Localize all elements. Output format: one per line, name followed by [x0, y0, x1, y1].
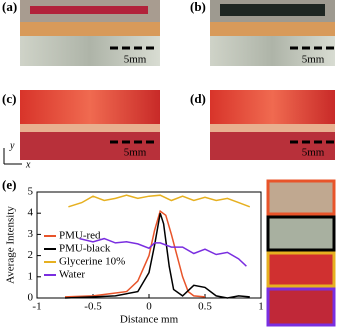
scale-label: 5mm — [124, 147, 147, 159]
scale-bars — [110, 46, 335, 144]
y-tick-label: 0 — [28, 292, 34, 304]
series-line — [79, 237, 247, 267]
panel-label: (b) — [190, 0, 206, 14]
scale-label: 5mm — [302, 54, 325, 66]
panel-label: (d) — [190, 91, 206, 106]
y-tick-label: 2 — [28, 249, 34, 261]
x-tick-label: 1 — [258, 301, 264, 313]
x-tick-label: -0.5 — [84, 301, 102, 313]
x-tick-label: -1 — [32, 301, 41, 313]
series-line — [68, 194, 251, 208]
photo-a — [20, 0, 160, 66]
series-line — [64, 209, 206, 298]
axis-x-indicator: x — [25, 159, 31, 170]
scale-label: 5mm — [124, 54, 147, 66]
thumbnails — [266, 179, 336, 327]
photo-d — [210, 90, 335, 160]
x-tick-label: 0 — [146, 301, 152, 313]
axis-y-indicator: y — [9, 140, 15, 151]
legend-label: Water — [59, 269, 85, 281]
series-line — [64, 212, 250, 299]
y-axis-label: Average Intensity — [5, 206, 17, 284]
panel-label: (e) — [2, 177, 16, 192]
photo-b — [210, 0, 335, 66]
legend-label: PMU-red — [59, 230, 101, 242]
y-tick-label: 1 — [28, 270, 34, 282]
x-tick-label: 0.5 — [198, 301, 212, 313]
x-axis-label: Distance mm — [120, 314, 179, 326]
y-tick-label: 3 — [28, 228, 34, 240]
panel-label: (c) — [2, 91, 16, 106]
legend-label: Glycerine 10% — [59, 256, 125, 268]
y-tick-label: 5 — [28, 186, 34, 198]
legend-label: PMU-black — [59, 243, 111, 255]
scale-label: 5mm — [302, 147, 325, 159]
y-tick-label: 4 — [28, 207, 34, 219]
photo-c — [20, 90, 160, 160]
panel-label: (a) — [2, 0, 17, 14]
axes-indicator — [3, 148, 22, 165]
chart: -1 -0.5 0 0.5 1 0 1 2 3 4 5 Distance mm Average Inte… — [5, 186, 264, 326]
